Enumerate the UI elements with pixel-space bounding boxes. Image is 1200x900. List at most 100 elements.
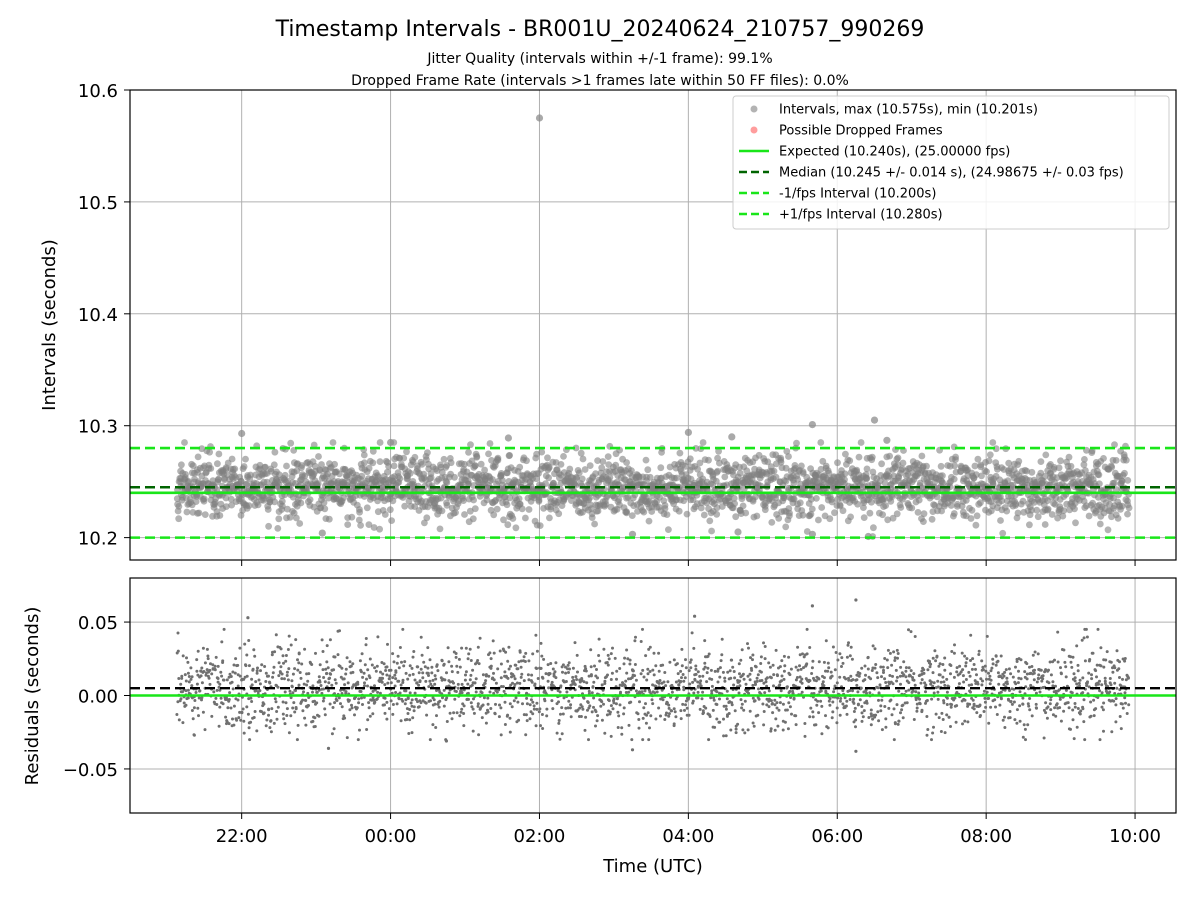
interval-point <box>697 504 705 512</box>
residual-point <box>456 670 460 674</box>
residual-point <box>637 718 641 721</box>
residual-point <box>789 667 793 671</box>
residual-point <box>817 660 821 664</box>
residual-point <box>794 714 798 718</box>
residual-point <box>835 721 839 725</box>
residual-point <box>375 664 379 668</box>
residual-point <box>536 677 540 680</box>
residual-point <box>971 698 975 702</box>
interval-point <box>566 465 574 473</box>
residual-point <box>615 677 618 681</box>
residual-point <box>464 670 468 674</box>
interval-point <box>646 497 653 505</box>
residual-point <box>594 710 598 714</box>
residual-point <box>551 707 555 711</box>
interval-point <box>498 471 505 479</box>
residual-point <box>518 649 522 653</box>
interval-point <box>1041 521 1049 528</box>
residual-point <box>506 713 510 717</box>
residual-point <box>321 668 325 672</box>
residual-point <box>724 707 728 711</box>
residual-point <box>682 679 686 683</box>
residual-point <box>607 657 611 661</box>
residual-point <box>1016 681 1020 685</box>
residual-point <box>830 716 834 720</box>
interval-outlier-point <box>684 428 693 436</box>
residual-point <box>488 690 492 694</box>
residual-point <box>707 652 711 656</box>
residual-point <box>754 665 758 669</box>
interval-point <box>836 501 844 509</box>
interval-point <box>623 459 630 466</box>
residual-point <box>870 669 874 672</box>
interval-point <box>181 439 188 446</box>
interval-point <box>271 448 279 456</box>
residual-point <box>383 711 387 715</box>
interval-point <box>465 449 472 456</box>
interval-point <box>1042 451 1050 459</box>
residual-point <box>657 681 661 685</box>
residual-point <box>873 647 877 651</box>
residual-point <box>462 712 466 715</box>
residual-point <box>907 681 911 685</box>
residual-point <box>579 715 583 718</box>
interval-outlier-point <box>387 438 395 447</box>
residual-point <box>617 714 621 718</box>
residual-point <box>233 671 237 675</box>
residual-point <box>954 720 958 724</box>
interval-point <box>381 511 389 518</box>
residual-point <box>644 721 648 725</box>
interval-point <box>714 467 721 475</box>
residual-point <box>179 682 183 686</box>
residual-point <box>748 672 752 676</box>
interval-point <box>522 514 529 522</box>
interval-outlier-point <box>734 528 742 536</box>
residual-point <box>767 705 771 709</box>
residual-point <box>811 659 815 663</box>
residual-point <box>987 696 991 700</box>
residual-point <box>275 710 279 713</box>
residual-point <box>884 681 888 684</box>
residual-point <box>232 663 236 667</box>
residual-point <box>753 683 757 686</box>
residual-point <box>1014 665 1017 669</box>
residual-point <box>267 674 270 678</box>
residual-point <box>703 665 707 669</box>
residual-point <box>838 652 842 656</box>
residual-point <box>175 713 179 716</box>
interval-point <box>469 515 477 523</box>
residual-point <box>688 682 692 686</box>
residual-point <box>368 714 372 718</box>
residual-point <box>720 653 724 657</box>
residual-point <box>481 673 485 677</box>
residual-point <box>283 722 287 726</box>
residual-point <box>319 684 323 687</box>
residual-point <box>796 645 800 649</box>
residual-point <box>972 663 976 666</box>
residual-point <box>694 672 698 676</box>
residual-point <box>1017 669 1020 673</box>
residual-point <box>531 712 535 716</box>
residual-point <box>730 658 734 662</box>
interval-point <box>506 452 513 459</box>
residual-point <box>687 713 691 717</box>
residual-point <box>966 720 970 724</box>
residual-point <box>945 677 949 681</box>
residual-point <box>829 670 833 674</box>
interval-point <box>899 459 907 467</box>
residual-point <box>585 681 589 685</box>
residual-point <box>775 701 779 705</box>
residual-point <box>464 673 467 677</box>
residual-point <box>996 671 1000 675</box>
interval-point <box>1023 467 1031 475</box>
residual-point <box>177 677 181 680</box>
residual-point <box>216 677 220 680</box>
residual-point <box>213 664 217 668</box>
residual-point <box>729 728 733 732</box>
residual-point <box>890 663 894 667</box>
residual-point <box>743 699 747 703</box>
interval-point <box>712 477 720 485</box>
residual-point <box>634 689 638 693</box>
residual-point <box>819 699 823 703</box>
residual-point <box>817 677 821 681</box>
